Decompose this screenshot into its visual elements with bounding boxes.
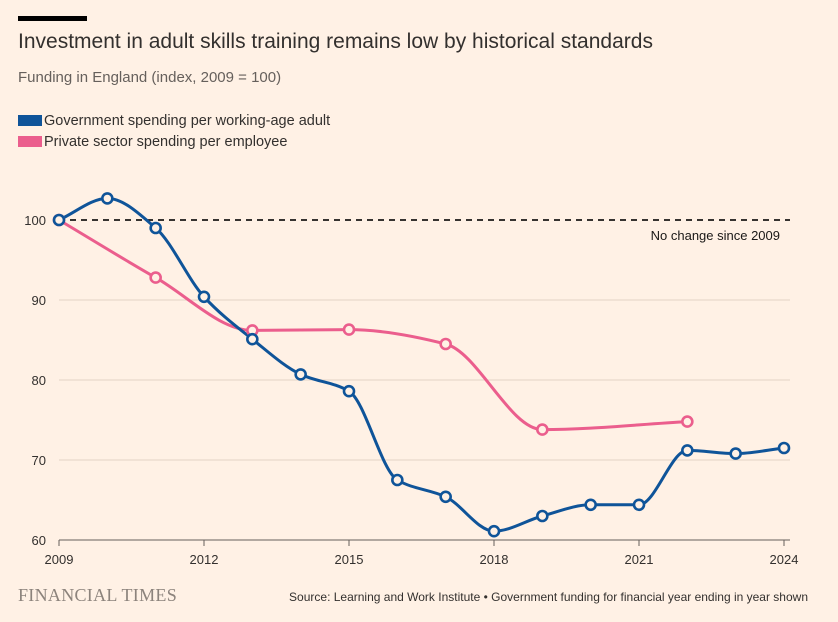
chart-legend: Government spending per working-age adul… (18, 110, 330, 152)
data-point-government (52, 213, 66, 227)
legend-label-private: Private sector spending per employee (44, 133, 288, 150)
data-point-government (487, 524, 501, 538)
data-point-government (632, 498, 646, 512)
y-tick-label: 80 (32, 373, 46, 388)
data-point-government (149, 221, 162, 235)
data-point-government (197, 290, 211, 304)
x-tick-label: 2018 (480, 552, 509, 567)
reference-line-label: No change since 2009 (651, 228, 780, 243)
ft-top-bar (18, 16, 87, 21)
legend-label-government: Government spending per working-age adul… (44, 112, 331, 129)
ft-logo: FINANCIAL TIMES (18, 585, 178, 605)
legend-item-private: Private sector spending per employee (18, 131, 330, 152)
chart-subtitle: Funding in England (index, 2009 = 100) (18, 69, 282, 86)
data-point-government (246, 332, 259, 346)
data-point-government (536, 509, 549, 523)
data-point-government (777, 441, 791, 455)
legend-swatch-private (18, 136, 42, 147)
y-tick-label: 100 (24, 213, 46, 228)
data-point-private (536, 423, 549, 436)
y-tick-label: 60 (32, 533, 46, 548)
x-tick-label: 2012 (190, 552, 219, 567)
data-point-government (439, 490, 452, 504)
data-point-government (584, 498, 597, 512)
data-point-private (149, 271, 162, 284)
data-point-government (681, 444, 694, 457)
data-point-private (342, 323, 356, 336)
x-tick-label: 2021 (625, 552, 654, 567)
data-point-government (729, 447, 742, 460)
series-line-government (57, 196, 786, 533)
y-tick-label: 90 (32, 293, 46, 308)
data-point-government (342, 384, 356, 398)
y-tick-label: 70 (32, 453, 46, 468)
data-point-government (101, 192, 114, 205)
legend-item-government: Government spending per working-age adul… (18, 110, 330, 131)
data-point-government (294, 368, 307, 381)
x-tick-label: 2015 (335, 552, 364, 567)
x-tick-label: 2024 (770, 552, 799, 567)
data-point-government (391, 473, 404, 487)
series-line-private (57, 218, 689, 432)
chart-title: Investment in adult skills training rema… (18, 30, 653, 53)
data-point-private (681, 415, 694, 428)
x-tick-label: 2009 (45, 552, 74, 567)
data-point-private (439, 337, 452, 351)
legend-swatch-government (18, 115, 42, 126)
source-note: Source: Learning and Work Institute • Go… (289, 590, 808, 604)
